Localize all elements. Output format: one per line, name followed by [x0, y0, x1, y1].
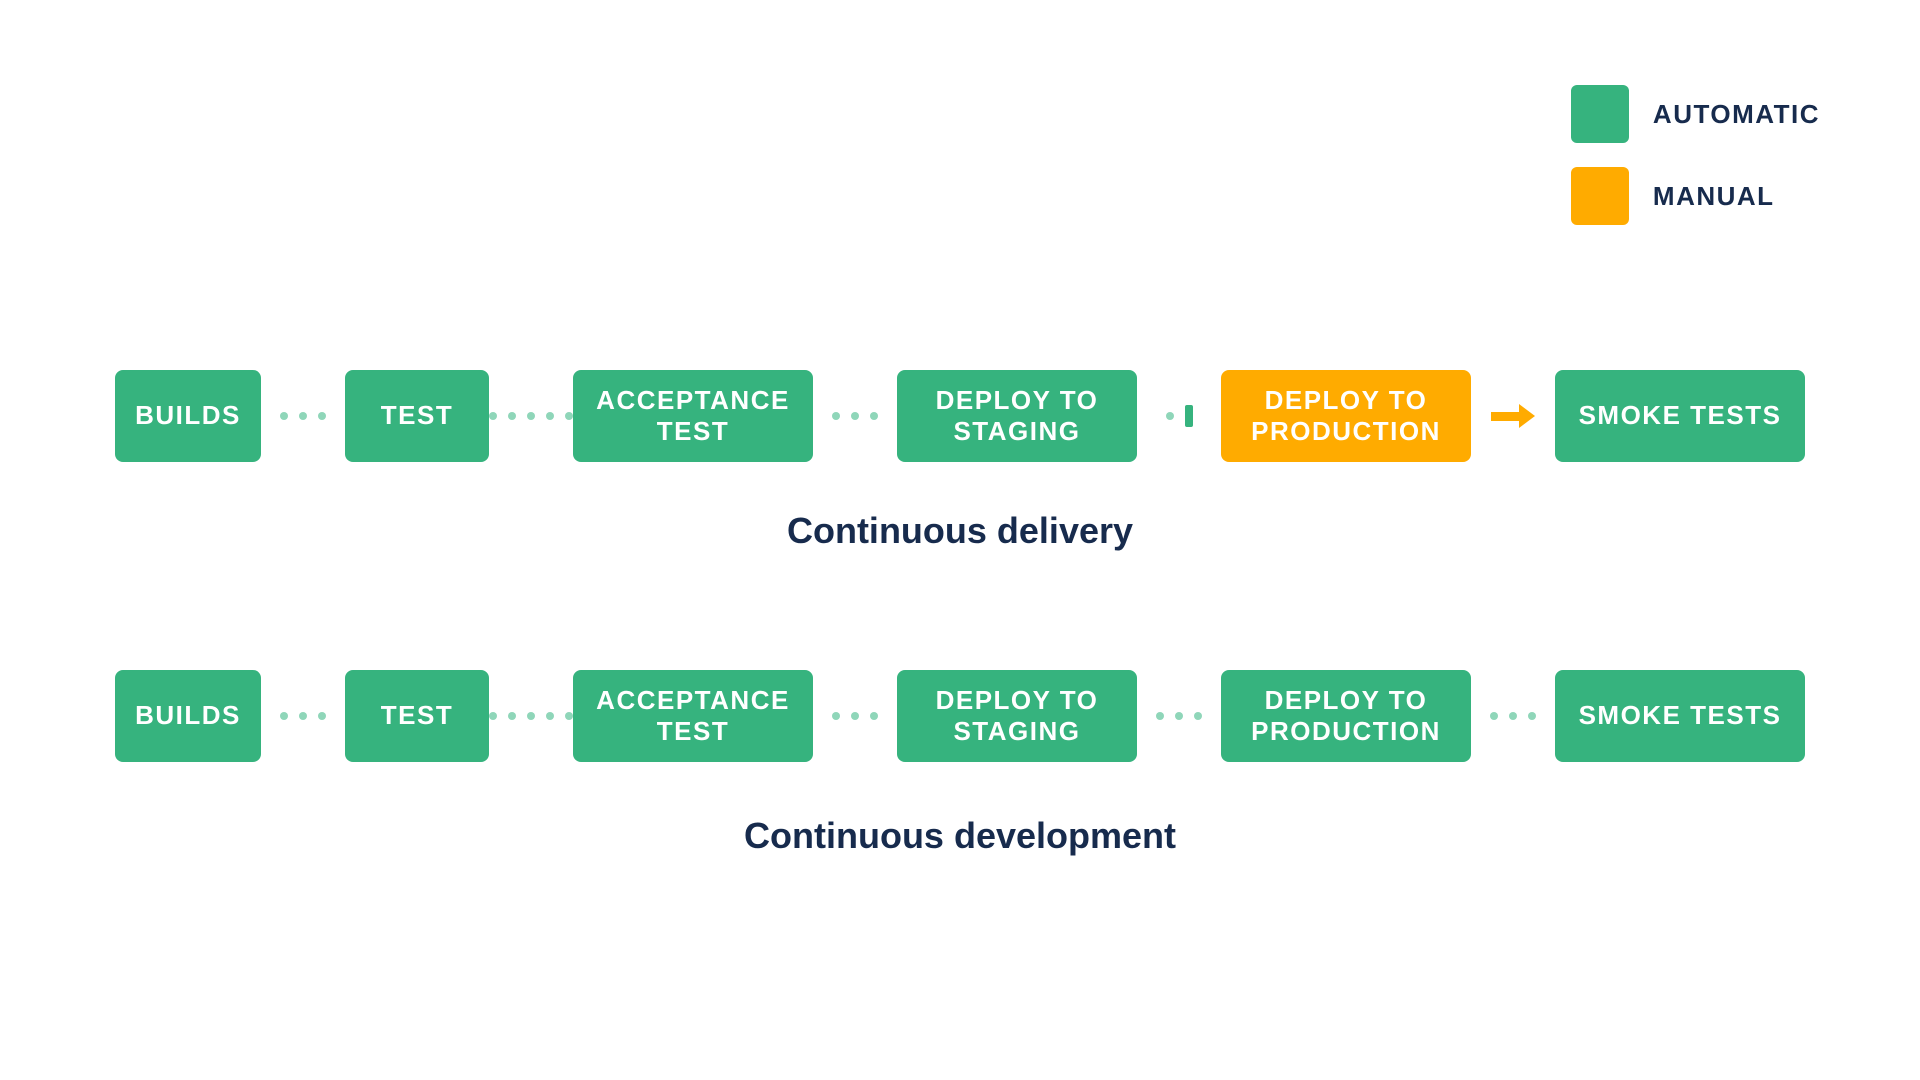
stage-smoke-tests: SMOKE TESTS — [1555, 670, 1805, 762]
stage-smoke-tests: SMOKE TESTS — [1555, 370, 1805, 462]
connector — [1137, 411, 1221, 421]
connector — [489, 711, 573, 721]
legend-swatch-manual — [1571, 167, 1629, 225]
legend-label-manual: MANUAL — [1653, 181, 1775, 212]
stage-deploy-to-staging: DEPLOY TO STAGING — [897, 670, 1137, 762]
stage-builds: BUILDS — [115, 370, 261, 462]
connector — [261, 711, 345, 721]
legend: AUTOMATIC MANUAL — [1571, 85, 1820, 225]
stage-deploy-to-production: DEPLOY TO PRODUCTION — [1221, 370, 1471, 462]
arrow-icon — [1491, 404, 1535, 428]
stage-deploy-to-production: DEPLOY TO PRODUCTION — [1221, 670, 1471, 762]
legend-label-automatic: AUTOMATIC — [1653, 99, 1820, 130]
legend-item-manual: MANUAL — [1571, 167, 1820, 225]
connector — [261, 411, 345, 421]
stage-test: TEST — [345, 670, 489, 762]
stage-deploy-to-staging: DEPLOY TO STAGING — [897, 370, 1137, 462]
connector — [1471, 711, 1555, 721]
connector — [1137, 711, 1221, 721]
legend-swatch-automatic — [1571, 85, 1629, 143]
connector — [489, 411, 573, 421]
legend-item-automatic: AUTOMATIC — [1571, 85, 1820, 143]
stage-acceptance-test: ACCEPTANCE TEST — [573, 370, 813, 462]
connector — [1471, 411, 1555, 421]
connector — [813, 411, 897, 421]
stage-builds: BUILDS — [115, 670, 261, 762]
pipeline-continuous-development: BUILDS TEST ACCEPTANCE TEST DEPLOY TO STAGI… — [115, 670, 1805, 762]
stage-acceptance-test: ACCEPTANCE TEST — [573, 670, 813, 762]
stage-test: TEST — [345, 370, 489, 462]
caption-continuous-development: Continuous development — [0, 815, 1920, 857]
pipeline-continuous-delivery: BUILDS TEST ACCEPTANCE TEST DEPLOY TO STAGI… — [115, 370, 1805, 462]
connector — [813, 711, 897, 721]
caption-continuous-delivery: Continuous delivery — [0, 510, 1920, 552]
